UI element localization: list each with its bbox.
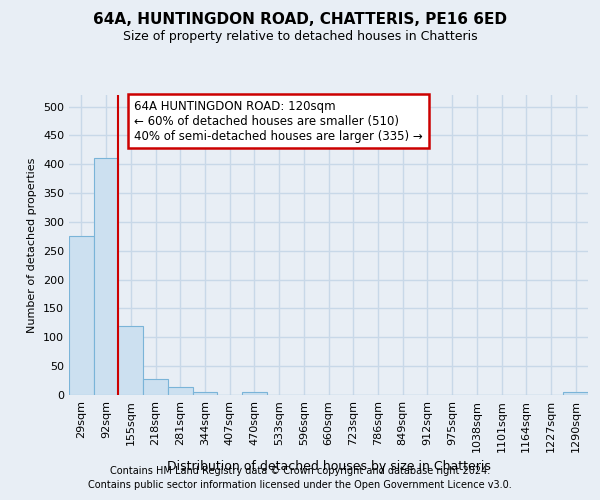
Y-axis label: Number of detached properties: Number of detached properties: [28, 158, 37, 332]
Bar: [168, 387, 193, 395]
Bar: [94, 158, 118, 395]
Bar: [143, 379, 168, 395]
Bar: [242, 392, 267, 395]
Text: 64A HUNTINGDON ROAD: 120sqm
← 60% of detached houses are smaller (510)
40% of se: 64A HUNTINGDON ROAD: 120sqm ← 60% of det…: [134, 100, 422, 142]
Text: Size of property relative to detached houses in Chatteris: Size of property relative to detached ho…: [122, 30, 478, 43]
Text: Contains HM Land Registry data © Crown copyright and database right 2024.: Contains HM Land Registry data © Crown c…: [110, 466, 490, 476]
Text: Contains public sector information licensed under the Open Government Licence v3: Contains public sector information licen…: [88, 480, 512, 490]
X-axis label: Distribution of detached houses by size in Chatteris: Distribution of detached houses by size …: [167, 460, 490, 473]
Bar: [118, 326, 143, 395]
Bar: [69, 236, 94, 395]
Bar: [193, 392, 217, 395]
Text: 64A, HUNTINGDON ROAD, CHATTERIS, PE16 6ED: 64A, HUNTINGDON ROAD, CHATTERIS, PE16 6E…: [93, 12, 507, 28]
Bar: [563, 392, 588, 395]
